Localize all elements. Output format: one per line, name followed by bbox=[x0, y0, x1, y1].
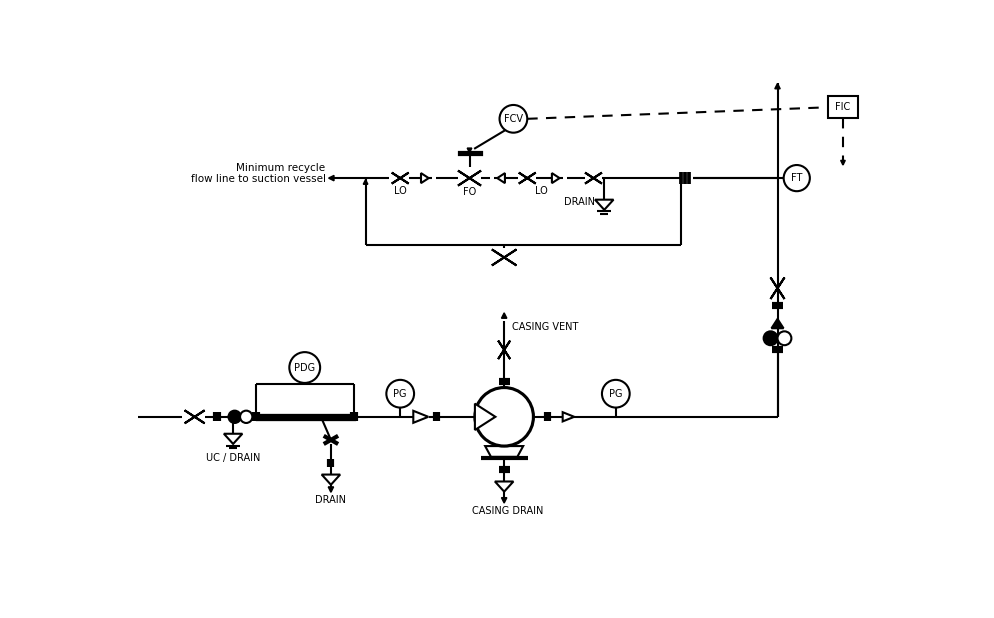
Polygon shape bbox=[457, 171, 480, 185]
Polygon shape bbox=[518, 172, 535, 184]
Polygon shape bbox=[769, 277, 783, 299]
Text: PDG: PDG bbox=[294, 363, 315, 373]
Text: FIC: FIC bbox=[835, 102, 850, 112]
Polygon shape bbox=[774, 83, 779, 89]
Polygon shape bbox=[491, 250, 516, 265]
Polygon shape bbox=[485, 446, 523, 457]
Text: Minimum recycle
flow line to suction vessel: Minimum recycle flow line to suction ves… bbox=[190, 163, 325, 184]
Polygon shape bbox=[584, 172, 601, 184]
Polygon shape bbox=[185, 410, 205, 423]
Text: FCV: FCV bbox=[503, 114, 523, 124]
Circle shape bbox=[229, 410, 241, 423]
Circle shape bbox=[386, 380, 414, 407]
Polygon shape bbox=[474, 404, 495, 430]
Polygon shape bbox=[563, 412, 574, 421]
Polygon shape bbox=[224, 434, 243, 444]
Circle shape bbox=[240, 410, 252, 423]
Polygon shape bbox=[501, 497, 506, 503]
Circle shape bbox=[783, 165, 809, 191]
Text: LO: LO bbox=[394, 185, 407, 195]
Polygon shape bbox=[363, 180, 368, 184]
Text: DRAIN: DRAIN bbox=[315, 495, 346, 505]
Polygon shape bbox=[494, 481, 513, 492]
Text: PG: PG bbox=[393, 389, 407, 399]
Circle shape bbox=[474, 387, 533, 446]
Polygon shape bbox=[457, 171, 480, 185]
Polygon shape bbox=[769, 277, 783, 299]
Polygon shape bbox=[840, 161, 845, 165]
Circle shape bbox=[762, 331, 776, 345]
Polygon shape bbox=[594, 200, 613, 210]
Polygon shape bbox=[584, 172, 601, 184]
Polygon shape bbox=[392, 172, 409, 184]
Polygon shape bbox=[413, 411, 427, 423]
Polygon shape bbox=[498, 341, 510, 359]
Polygon shape bbox=[321, 475, 340, 485]
Circle shape bbox=[601, 380, 629, 407]
Text: PG: PG bbox=[608, 389, 622, 399]
Text: CASING DRAIN: CASING DRAIN bbox=[472, 506, 543, 516]
Polygon shape bbox=[498, 341, 510, 359]
Text: CASING VENT: CASING VENT bbox=[511, 322, 578, 332]
Circle shape bbox=[289, 352, 320, 383]
Circle shape bbox=[499, 105, 527, 133]
Text: FT: FT bbox=[790, 173, 801, 183]
Polygon shape bbox=[491, 250, 516, 265]
FancyBboxPatch shape bbox=[827, 96, 857, 118]
Polygon shape bbox=[185, 410, 205, 423]
Polygon shape bbox=[328, 176, 334, 181]
Polygon shape bbox=[552, 173, 559, 183]
Polygon shape bbox=[328, 487, 333, 493]
Polygon shape bbox=[467, 148, 471, 153]
Polygon shape bbox=[770, 319, 782, 328]
Polygon shape bbox=[497, 173, 504, 183]
Polygon shape bbox=[501, 313, 506, 318]
Text: FO: FO bbox=[462, 187, 476, 197]
Polygon shape bbox=[392, 172, 409, 184]
Text: DRAIN: DRAIN bbox=[564, 197, 594, 207]
Circle shape bbox=[776, 331, 790, 345]
Text: LO: LO bbox=[534, 185, 547, 195]
Text: UC / DRAIN: UC / DRAIN bbox=[206, 454, 260, 464]
Polygon shape bbox=[518, 172, 535, 184]
Polygon shape bbox=[420, 173, 428, 183]
